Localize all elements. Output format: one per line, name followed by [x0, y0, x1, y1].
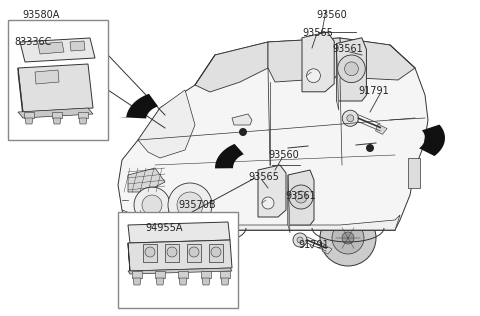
Text: 94955A: 94955A	[145, 223, 182, 233]
Polygon shape	[288, 175, 290, 233]
Bar	[8, 20, 108, 140]
Polygon shape	[118, 94, 158, 118]
Text: 93565: 93565	[248, 172, 279, 182]
Polygon shape	[179, 278, 187, 285]
Circle shape	[342, 110, 359, 126]
Circle shape	[307, 69, 321, 82]
Circle shape	[297, 237, 303, 243]
Polygon shape	[336, 44, 339, 110]
Polygon shape	[38, 42, 64, 54]
Polygon shape	[128, 240, 232, 271]
Polygon shape	[202, 278, 210, 285]
Polygon shape	[220, 271, 230, 278]
Polygon shape	[25, 118, 33, 124]
Polygon shape	[132, 271, 142, 278]
Circle shape	[167, 247, 177, 257]
Text: 93580A: 93580A	[22, 10, 60, 20]
Circle shape	[168, 183, 212, 227]
Polygon shape	[18, 108, 93, 118]
Circle shape	[337, 55, 365, 82]
Circle shape	[320, 210, 376, 266]
Circle shape	[347, 115, 354, 122]
Polygon shape	[70, 41, 85, 51]
Polygon shape	[128, 243, 130, 274]
Text: 83336C: 83336C	[14, 37, 51, 47]
Circle shape	[293, 233, 307, 247]
Polygon shape	[221, 278, 229, 285]
Polygon shape	[128, 222, 230, 243]
Polygon shape	[288, 170, 314, 225]
Polygon shape	[340, 38, 415, 80]
Polygon shape	[125, 213, 400, 230]
Polygon shape	[376, 124, 387, 134]
Polygon shape	[215, 144, 244, 168]
Polygon shape	[195, 42, 268, 92]
Circle shape	[177, 192, 203, 218]
Polygon shape	[128, 268, 232, 274]
Polygon shape	[53, 118, 61, 124]
Polygon shape	[178, 271, 188, 278]
Text: 93570B: 93570B	[178, 200, 216, 210]
Polygon shape	[18, 64, 93, 112]
Polygon shape	[128, 168, 165, 192]
Polygon shape	[209, 244, 223, 262]
Polygon shape	[143, 244, 157, 262]
Circle shape	[295, 191, 307, 203]
Text: 93561: 93561	[332, 44, 363, 54]
Polygon shape	[302, 32, 334, 92]
Polygon shape	[138, 90, 195, 158]
Circle shape	[332, 222, 364, 254]
Polygon shape	[118, 38, 428, 230]
Circle shape	[189, 247, 199, 257]
Circle shape	[182, 210, 238, 266]
Circle shape	[366, 144, 374, 152]
Text: 91791: 91791	[358, 86, 389, 96]
Polygon shape	[20, 38, 95, 62]
Polygon shape	[165, 244, 179, 262]
Circle shape	[211, 247, 221, 257]
Circle shape	[289, 185, 313, 209]
Polygon shape	[201, 271, 211, 278]
Polygon shape	[232, 114, 252, 125]
Text: 93560: 93560	[268, 150, 299, 160]
Polygon shape	[322, 245, 332, 254]
Polygon shape	[156, 278, 164, 285]
Polygon shape	[78, 112, 88, 118]
Circle shape	[145, 247, 155, 257]
Polygon shape	[258, 165, 286, 217]
Polygon shape	[52, 112, 62, 118]
Circle shape	[262, 197, 274, 209]
Polygon shape	[268, 38, 342, 82]
Polygon shape	[18, 68, 23, 118]
Circle shape	[204, 232, 216, 244]
Bar	[408, 158, 420, 188]
Polygon shape	[24, 112, 34, 118]
Polygon shape	[155, 271, 165, 278]
Polygon shape	[133, 278, 141, 285]
Polygon shape	[187, 244, 201, 262]
Circle shape	[345, 62, 359, 76]
Circle shape	[142, 195, 162, 215]
Text: 91791: 91791	[298, 240, 329, 250]
Circle shape	[194, 222, 226, 254]
Circle shape	[239, 128, 247, 136]
Polygon shape	[336, 38, 366, 101]
Circle shape	[134, 187, 170, 223]
Text: 93565: 93565	[302, 28, 333, 38]
Text: 93560: 93560	[316, 10, 347, 20]
Polygon shape	[79, 118, 87, 124]
Polygon shape	[35, 70, 59, 84]
Polygon shape	[419, 125, 445, 156]
Bar	[118, 212, 238, 308]
Circle shape	[342, 232, 354, 244]
Text: 93561: 93561	[285, 191, 316, 201]
